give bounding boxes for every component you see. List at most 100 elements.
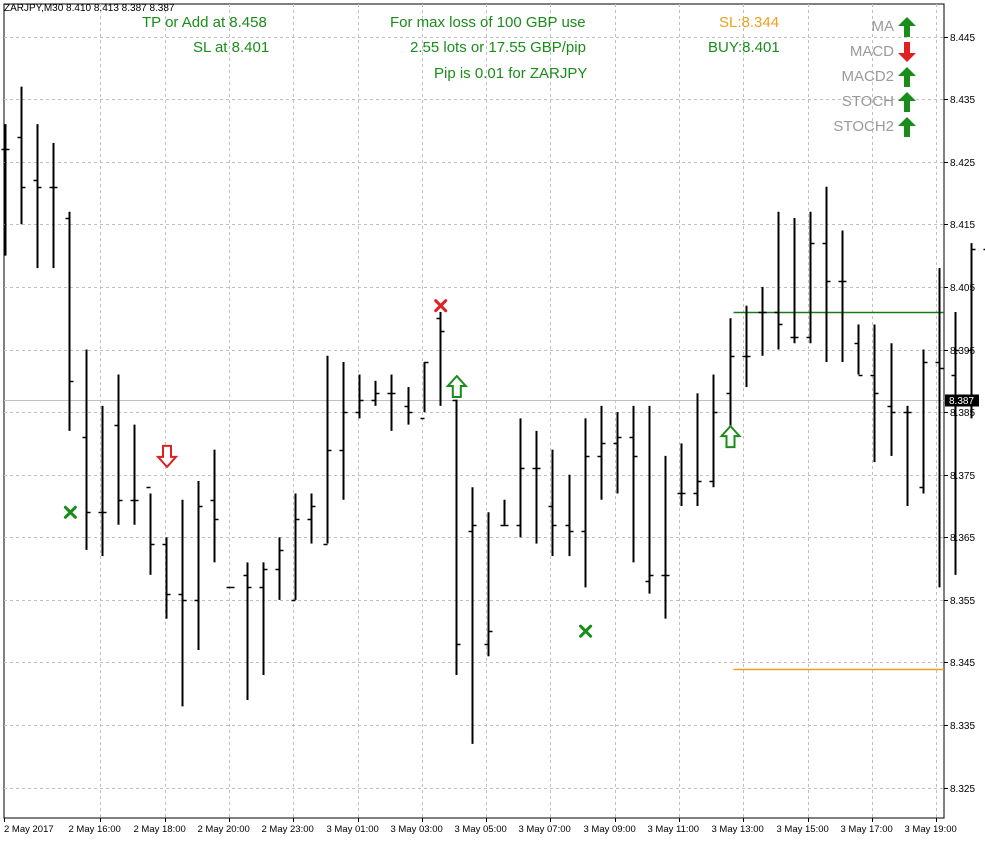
indicator-label-stoch2: STOCH2	[833, 118, 894, 135]
ohlc-bar	[774, 211, 783, 350]
y-tick-label: 8.415	[950, 220, 975, 231]
chart-title: ZARJPY,M30 8.410 8.413 8.387 8.387	[4, 3, 175, 14]
ohlc-bar	[548, 449, 557, 557]
y-tick-label: 8.355	[950, 596, 975, 607]
x-tick-label: 2 May 2017	[4, 824, 54, 835]
ohlc-bar	[291, 493, 300, 602]
x-tick-label: 3 May 07:00	[519, 824, 571, 835]
ohlc-bar	[597, 405, 606, 500]
ohlc-bar	[677, 443, 686, 506]
ohlc-bar	[468, 487, 477, 744]
plot-frame	[3, 3, 945, 819]
current-price-tag: 8.387	[945, 394, 979, 407]
y-tick-label: 8.335	[950, 721, 975, 732]
ohlc-bar	[49, 142, 58, 269]
ohlc-bar	[178, 499, 187, 707]
ohlc-bar	[436, 311, 445, 406]
ohlc-bar	[645, 405, 654, 594]
ohlc-bar	[693, 393, 702, 506]
y-tick-label: 8.325	[950, 784, 975, 795]
ohlc-bar	[146, 486, 155, 575]
ohlc-bar	[565, 474, 574, 557]
y-tick-label: 8.345	[950, 658, 975, 669]
ohlc-bar	[33, 124, 42, 269]
ohlc-bar	[194, 480, 203, 650]
ohlc-bar	[355, 374, 364, 419]
ohlc-bars	[1, 86, 985, 744]
ohlc-bar	[210, 449, 219, 563]
ohlc-bar	[854, 324, 863, 377]
signal-arrow-up-icon	[719, 424, 742, 449]
ohlc-bar	[82, 349, 91, 550]
ohlc-bar	[420, 361, 429, 420]
x-tick-label: 3 May 05:00	[455, 824, 507, 835]
indicator-label-macd2: MACD2	[841, 68, 894, 85]
sl-text: SL at 8.401	[193, 39, 270, 56]
signal-cross-icon	[63, 505, 77, 519]
ohlc-bar	[967, 243, 976, 419]
ohlc-bar	[323, 355, 332, 546]
indicator-label-ma: MA	[871, 18, 895, 35]
pip-text: Pip is 0.01 for ZARJPY	[434, 65, 588, 82]
x-tick-label: 2 May 18:00	[134, 824, 186, 835]
x-tick-label: 3 May 11:00	[648, 824, 700, 835]
arrow-up-icon	[898, 67, 916, 87]
arrow-down-icon	[898, 42, 916, 62]
ohlc-bar	[516, 418, 525, 538]
ohlc-bar	[98, 405, 107, 557]
x-tick-label: 3 May 09:00	[584, 824, 636, 835]
x-tick-label: 3 May 15:00	[777, 824, 829, 835]
signal-cross-icon	[434, 299, 448, 313]
y-tick-label: 8.435	[950, 95, 975, 106]
ohlc-bar	[581, 418, 590, 588]
indicator-label-macd: MACD	[849, 43, 894, 60]
ohlc-bar	[822, 186, 831, 363]
ohlc-bar	[806, 211, 815, 344]
ohlc-bar	[935, 268, 944, 588]
x-tick-label: 3 May 03:00	[391, 824, 443, 835]
ohlc-bar	[162, 537, 171, 619]
buy-value-text: BUY:8.401	[708, 39, 780, 56]
ohlc-bar	[790, 218, 799, 344]
signal-arrow-up-icon	[445, 374, 469, 399]
ohlc-bar	[387, 374, 396, 431]
ohlc-bar	[919, 349, 928, 494]
ohlc-bar	[532, 430, 541, 544]
x-tick-label: 2 May 16:00	[69, 824, 121, 835]
ohlc-bar	[500, 499, 509, 527]
ohlc-bar	[983, 248, 985, 251]
y-tick-label: 8.385	[950, 408, 975, 419]
ohlc-bar	[339, 362, 348, 500]
arrow-up-icon	[898, 92, 916, 112]
x-tick-label: 3 May 13:00	[712, 824, 764, 835]
ohlc-bar	[951, 311, 960, 575]
ohlc-bar	[1, 124, 10, 256]
ohlc-bar	[484, 512, 493, 657]
lots-text: 2.55 lots or 17.55 GBP/pip	[410, 39, 586, 56]
ohlc-bar	[452, 399, 461, 676]
ohlc-bar	[758, 286, 767, 356]
ohlc-bar	[275, 537, 284, 600]
ohlc-bar	[709, 374, 718, 488]
ohlc-bar	[887, 343, 896, 456]
ohlc-bar	[742, 305, 751, 388]
ohlc-bar	[114, 374, 123, 525]
ohlc-bar	[130, 424, 139, 525]
svg-text:8.387: 8.387	[949, 396, 974, 407]
indicator-label-stoch: STOCH	[841, 93, 894, 110]
ohlc-bar	[243, 562, 252, 701]
ohlc-bar	[613, 412, 622, 494]
signal-cross-icon	[579, 624, 593, 638]
tp-text: TP or Add at 8.458	[142, 14, 267, 31]
x-tick-label: 3 May 01:00	[327, 824, 379, 835]
ohlc-bar	[903, 405, 912, 506]
ohlc-bar	[371, 380, 380, 406]
arrow-up-icon	[898, 17, 916, 37]
ohlc-bar	[404, 387, 413, 425]
ohlc-bar	[65, 211, 74, 431]
y-tick-label: 8.365	[950, 533, 975, 544]
ohlc-bar	[629, 405, 638, 563]
y-tick-label: 8.425	[950, 158, 975, 169]
y-tick-label: 8.395	[950, 346, 975, 357]
